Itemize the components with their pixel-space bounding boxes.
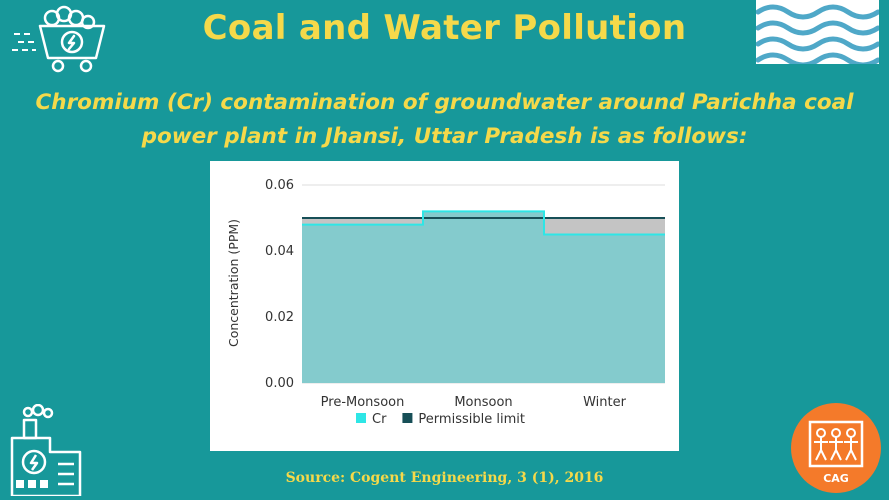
x-tick-label-0: Pre-Monsoon xyxy=(321,395,405,410)
y-axis-label: Concentration (PPM) xyxy=(226,219,241,347)
legend-swatch-0 xyxy=(356,413,366,423)
power-plant-icon xyxy=(10,404,82,496)
legend-label-1: Permissible limit xyxy=(418,412,525,427)
water-waves-icon xyxy=(756,0,879,64)
page-title: Coal and Water Pollution xyxy=(202,8,687,48)
cag-logo-text: CAG xyxy=(823,472,849,485)
cr-area xyxy=(302,211,665,383)
y-tick-label-0: 0.00 xyxy=(265,376,294,391)
chromium-chart: 0.00 0.02 0.04 0.06 Pre-Monsoon Monsoon Winte… xyxy=(226,178,665,427)
chart-panel: 0.00 0.02 0.04 0.06 Pre-Monsoon Monsoon Winte… xyxy=(210,161,679,451)
cag-logo: CAG xyxy=(791,403,881,493)
legend-swatch-1 xyxy=(402,413,413,423)
coal-cart-icon xyxy=(12,5,106,73)
page-subtitle: Chromium (Cr) contamination of groundwat… xyxy=(20,86,869,154)
x-axis-ticks: Pre-Monsoon Monsoon Winter xyxy=(321,395,627,410)
subtitle-line-1: Chromium (Cr) contamination of groundwat… xyxy=(35,90,854,115)
y-tick-label-1: 0.02 xyxy=(265,310,294,325)
legend: Cr Permissible limit xyxy=(356,412,525,427)
y-tick-label-3: 0.06 xyxy=(265,178,294,193)
x-tick-label-2: Winter xyxy=(583,395,627,410)
source-citation: Source: Cogent Engineering, 3 (1), 2016 xyxy=(285,470,604,486)
y-tick-label-2: 0.04 xyxy=(265,244,294,259)
subtitle-line-2: power plant in Jhansi, Uttar Pradesh is … xyxy=(141,124,748,149)
chart-areas xyxy=(302,210,665,383)
cr-line xyxy=(302,210,665,236)
y-axis-ticks: 0.00 0.02 0.04 0.06 xyxy=(265,178,294,391)
legend-label-0: Cr xyxy=(372,412,387,427)
x-tick-label-1: Monsoon xyxy=(454,395,512,410)
